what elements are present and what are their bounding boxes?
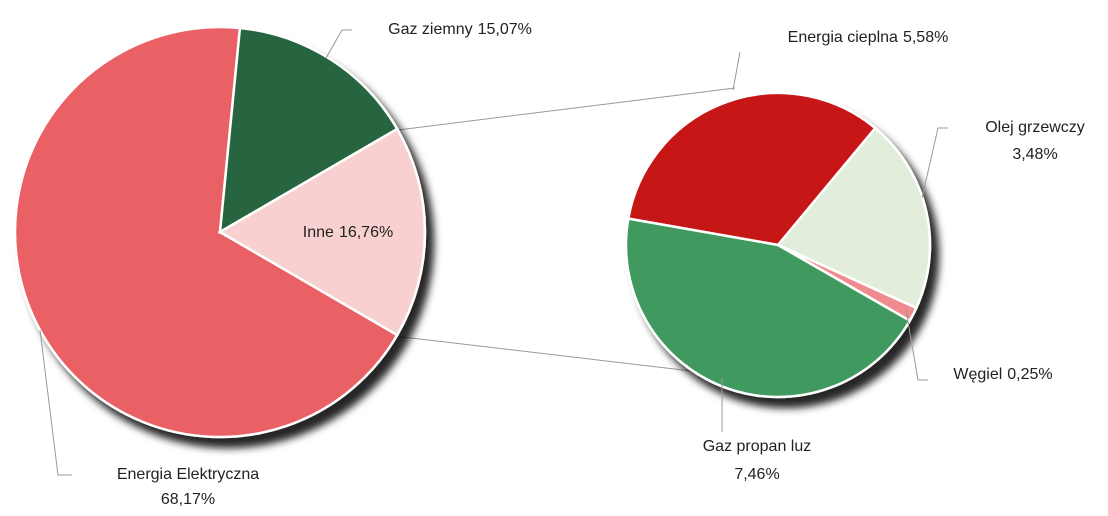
secondary-pie — [624, 91, 932, 399]
data-label: Energia cieplna 5,58% — [788, 29, 949, 46]
label-name: Inne — [303, 224, 334, 241]
pie-slice — [13, 25, 399, 439]
label-value: 3,48% — [1012, 146, 1057, 163]
label-value: 0,25% — [1007, 366, 1052, 383]
pie-slice — [775, 126, 932, 310]
data-label: Gaz propan luz 7,46% — [703, 438, 812, 483]
data-label: Energia Elektryczna 68,17% — [117, 466, 259, 508]
pie-slice — [217, 127, 427, 337]
labels: Energia Elektryczna 68,17% Gaz ziemny 15,07… — [39, 21, 1085, 508]
leader-line — [325, 29, 352, 59]
label-name: Energia cieplna — [788, 29, 898, 46]
label-value: 68,17% — [161, 491, 215, 508]
pie-slice — [624, 217, 912, 399]
data-label: Gaz ziemny 15,07% — [388, 21, 532, 38]
label-name: Gaz ziemny — [388, 21, 472, 38]
leader-line — [921, 127, 948, 199]
label-value: 5,58% — [903, 29, 948, 46]
leader-line — [905, 309, 928, 381]
label-name: Węgiel — [953, 366, 1002, 383]
connector-line — [393, 335, 701, 373]
label-value: 7,46% — [734, 466, 779, 483]
pie-slice — [626, 91, 878, 247]
label-name: Energia Elektryczna — [117, 466, 259, 483]
label-name: Gaz propan luz — [703, 438, 812, 455]
data-label: Inne 16,76% — [303, 224, 393, 241]
data-label: Węgiel 0,25% — [953, 366, 1052, 383]
label-name: Olej grzewczy — [985, 119, 1085, 136]
data-label: Olej grzewczy 3,48% — [985, 119, 1085, 163]
main-pie — [13, 25, 427, 439]
pie-slice — [218, 26, 399, 235]
connector-line — [397, 87, 736, 131]
leader-line — [732, 51, 741, 91]
label-value: 15,07% — [478, 21, 532, 38]
label-value: 16,76% — [339, 224, 393, 241]
leader-line — [39, 329, 72, 476]
